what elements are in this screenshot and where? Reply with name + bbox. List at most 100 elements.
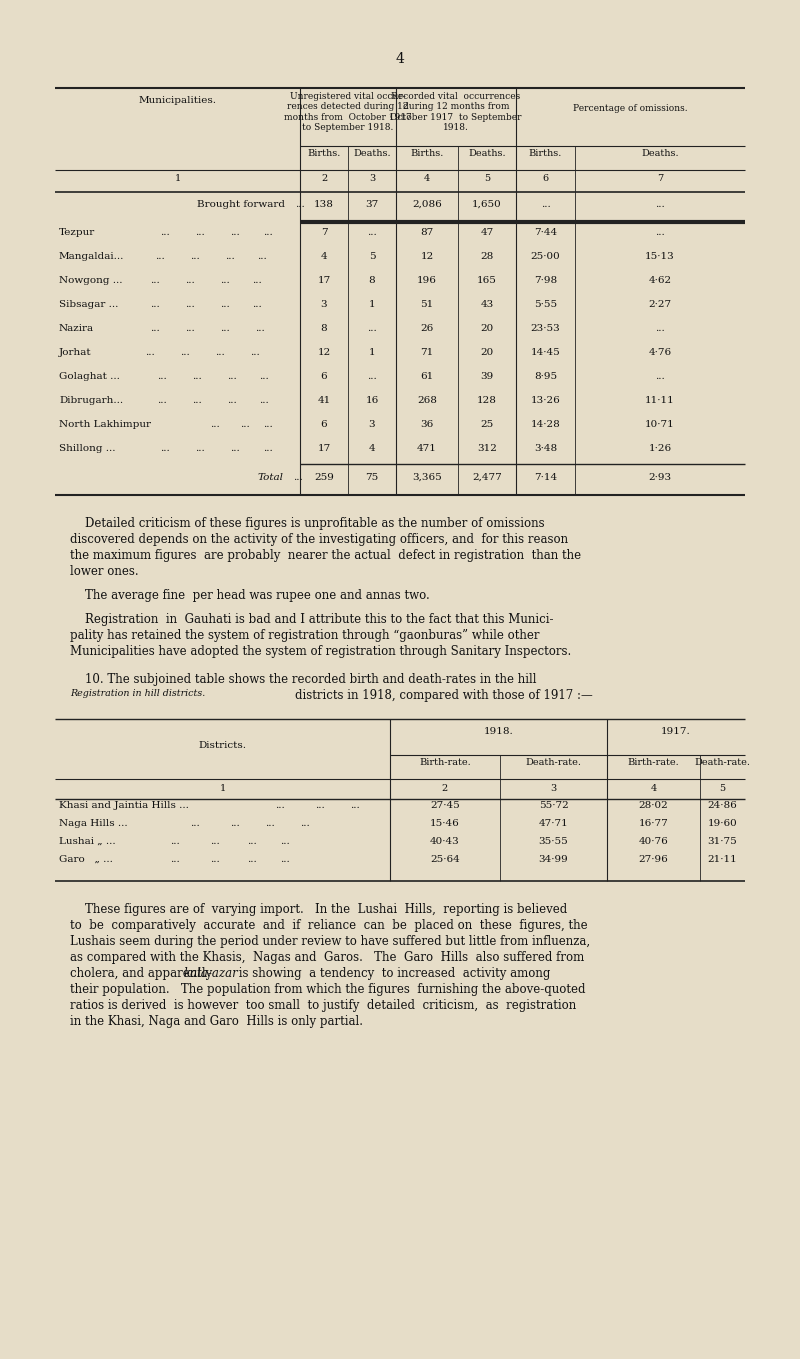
Text: pality has retained the system of registration through “gaonburas” while other: pality has retained the system of regist… [70, 629, 539, 641]
Text: ...: ... [655, 228, 665, 236]
Text: ...: ... [315, 800, 325, 810]
Text: 23·53: 23·53 [530, 323, 560, 333]
Text: Golaghat ...: Golaghat ... [59, 372, 120, 381]
Text: These figures are of  varying import.   In the  Lushai  Hills,  reporting is bel: These figures are of varying import. In … [70, 902, 567, 916]
Text: 8: 8 [369, 276, 375, 285]
Text: 40·43: 40·43 [430, 837, 460, 847]
Text: 71: 71 [420, 348, 434, 357]
Text: 20: 20 [480, 348, 494, 357]
Text: ...: ... [300, 819, 310, 828]
Text: ...: ... [210, 420, 220, 429]
Text: Deaths.: Deaths. [641, 149, 679, 158]
Text: 196: 196 [417, 276, 437, 285]
Text: 16: 16 [366, 395, 378, 405]
Text: Lushais seem during the period under review to have suffered but little from inf: Lushais seem during the period under rev… [70, 935, 590, 949]
Text: 4: 4 [650, 784, 657, 794]
Text: 31·75: 31·75 [708, 837, 738, 847]
Text: 471: 471 [417, 444, 437, 453]
Text: 4: 4 [424, 174, 430, 183]
Text: ...: ... [190, 251, 200, 261]
Text: ...: ... [293, 473, 302, 482]
Text: ...: ... [367, 323, 377, 333]
Text: Deaths.: Deaths. [468, 149, 506, 158]
Text: 8·95: 8·95 [534, 372, 557, 381]
Text: 14·45: 14·45 [530, 348, 560, 357]
Text: ...: ... [170, 855, 180, 864]
Text: 3: 3 [369, 174, 375, 183]
Text: 1,650: 1,650 [472, 200, 502, 209]
Text: ...: ... [145, 348, 155, 357]
Text: ...: ... [367, 228, 377, 236]
Text: ...: ... [230, 444, 240, 453]
Text: Registration in hill districts.: Registration in hill districts. [70, 689, 206, 699]
Text: ...: ... [225, 251, 235, 261]
Text: 15·46: 15·46 [430, 819, 460, 828]
Text: 3: 3 [550, 784, 557, 794]
Text: 7·14: 7·14 [534, 473, 557, 482]
Text: ...: ... [195, 444, 205, 453]
Text: 87: 87 [420, 228, 434, 236]
Text: 16·77: 16·77 [638, 819, 668, 828]
Text: ...: ... [230, 819, 240, 828]
Text: 2·93: 2·93 [649, 473, 671, 482]
Text: 47·71: 47·71 [538, 819, 568, 828]
Text: 27·45: 27·45 [430, 800, 460, 810]
Text: 6: 6 [542, 174, 549, 183]
Text: ...: ... [247, 837, 257, 847]
Text: 4: 4 [321, 251, 327, 261]
Text: 51: 51 [420, 300, 434, 308]
Text: Death-rate.: Death-rate. [694, 758, 750, 766]
Text: 128: 128 [477, 395, 497, 405]
Text: 21·11: 21·11 [708, 855, 738, 864]
Text: 268: 268 [417, 395, 437, 405]
Text: ...: ... [295, 200, 305, 209]
Text: Municipalities have adopted the system of registration through Sanitary Inspecto: Municipalities have adopted the system o… [70, 646, 571, 658]
Text: 40·76: 40·76 [638, 837, 668, 847]
Text: ...: ... [655, 323, 665, 333]
Text: Registration  in  Gauhati is bad and I attribute this to the fact that this Muni: Registration in Gauhati is bad and I att… [70, 613, 554, 626]
Text: 34·99: 34·99 [538, 855, 568, 864]
Text: ...: ... [255, 323, 265, 333]
Text: 15·13: 15·13 [645, 251, 675, 261]
Text: Jorhat: Jorhat [59, 348, 92, 357]
Text: 25·64: 25·64 [430, 855, 460, 864]
Text: 5·55: 5·55 [534, 300, 557, 308]
Text: ...: ... [192, 395, 202, 405]
Text: 138: 138 [314, 200, 334, 209]
Text: ...: ... [220, 300, 230, 308]
Text: Births.: Births. [307, 149, 341, 158]
Text: ...: ... [280, 837, 290, 847]
Text: ...: ... [280, 855, 290, 864]
Text: 7·98: 7·98 [534, 276, 557, 285]
Text: 7: 7 [321, 228, 327, 236]
Text: ...: ... [150, 276, 160, 285]
Text: Death-rate.: Death-rate. [526, 758, 582, 766]
Text: 1·26: 1·26 [649, 444, 671, 453]
Text: ...: ... [655, 200, 665, 209]
Text: discovered depends on the activity of the investigating officers, and  for this : discovered depends on the activity of th… [70, 533, 568, 546]
Text: 28: 28 [480, 251, 494, 261]
Text: ...: ... [252, 276, 262, 285]
Text: 10·71: 10·71 [645, 420, 675, 429]
Text: ...: ... [185, 323, 195, 333]
Text: Nowgong ...: Nowgong ... [59, 276, 122, 285]
Text: Total: Total [257, 473, 283, 482]
Text: ...: ... [252, 300, 262, 308]
Text: 4·62: 4·62 [649, 276, 671, 285]
Text: 36: 36 [420, 420, 434, 429]
Text: 10. The subjoined table shows the recorded birth and death-rates in the hill: 10. The subjoined table shows the record… [70, 673, 537, 686]
Text: 75: 75 [366, 473, 378, 482]
Text: 6: 6 [321, 372, 327, 381]
Text: the maximum figures  are probably  nearer the actual  defect in registration  th: the maximum figures are probably nearer … [70, 549, 581, 563]
Text: The average fine  per head was rupee one and annas two.: The average fine per head was rupee one … [70, 588, 430, 602]
Text: ...: ... [210, 855, 220, 864]
Text: Unregistered vital occur-
rences detected during 12
months from  October 1917
to: Unregistered vital occur- rences detecte… [284, 92, 412, 132]
Text: Garo   „ ...: Garo „ ... [59, 855, 113, 864]
Text: Nazira: Nazira [59, 323, 94, 333]
Text: to  be  comparatively  accurate  and  if  reliance  can  be  placed on  these  f: to be comparatively accurate and if reli… [70, 919, 588, 932]
Text: 12: 12 [318, 348, 330, 357]
Text: ...: ... [263, 444, 273, 453]
Text: their population.   The population from which the figures  furnishing the above-: their population. The population from wh… [70, 983, 586, 996]
Text: 35·55: 35·55 [538, 837, 568, 847]
Text: ...: ... [259, 372, 269, 381]
